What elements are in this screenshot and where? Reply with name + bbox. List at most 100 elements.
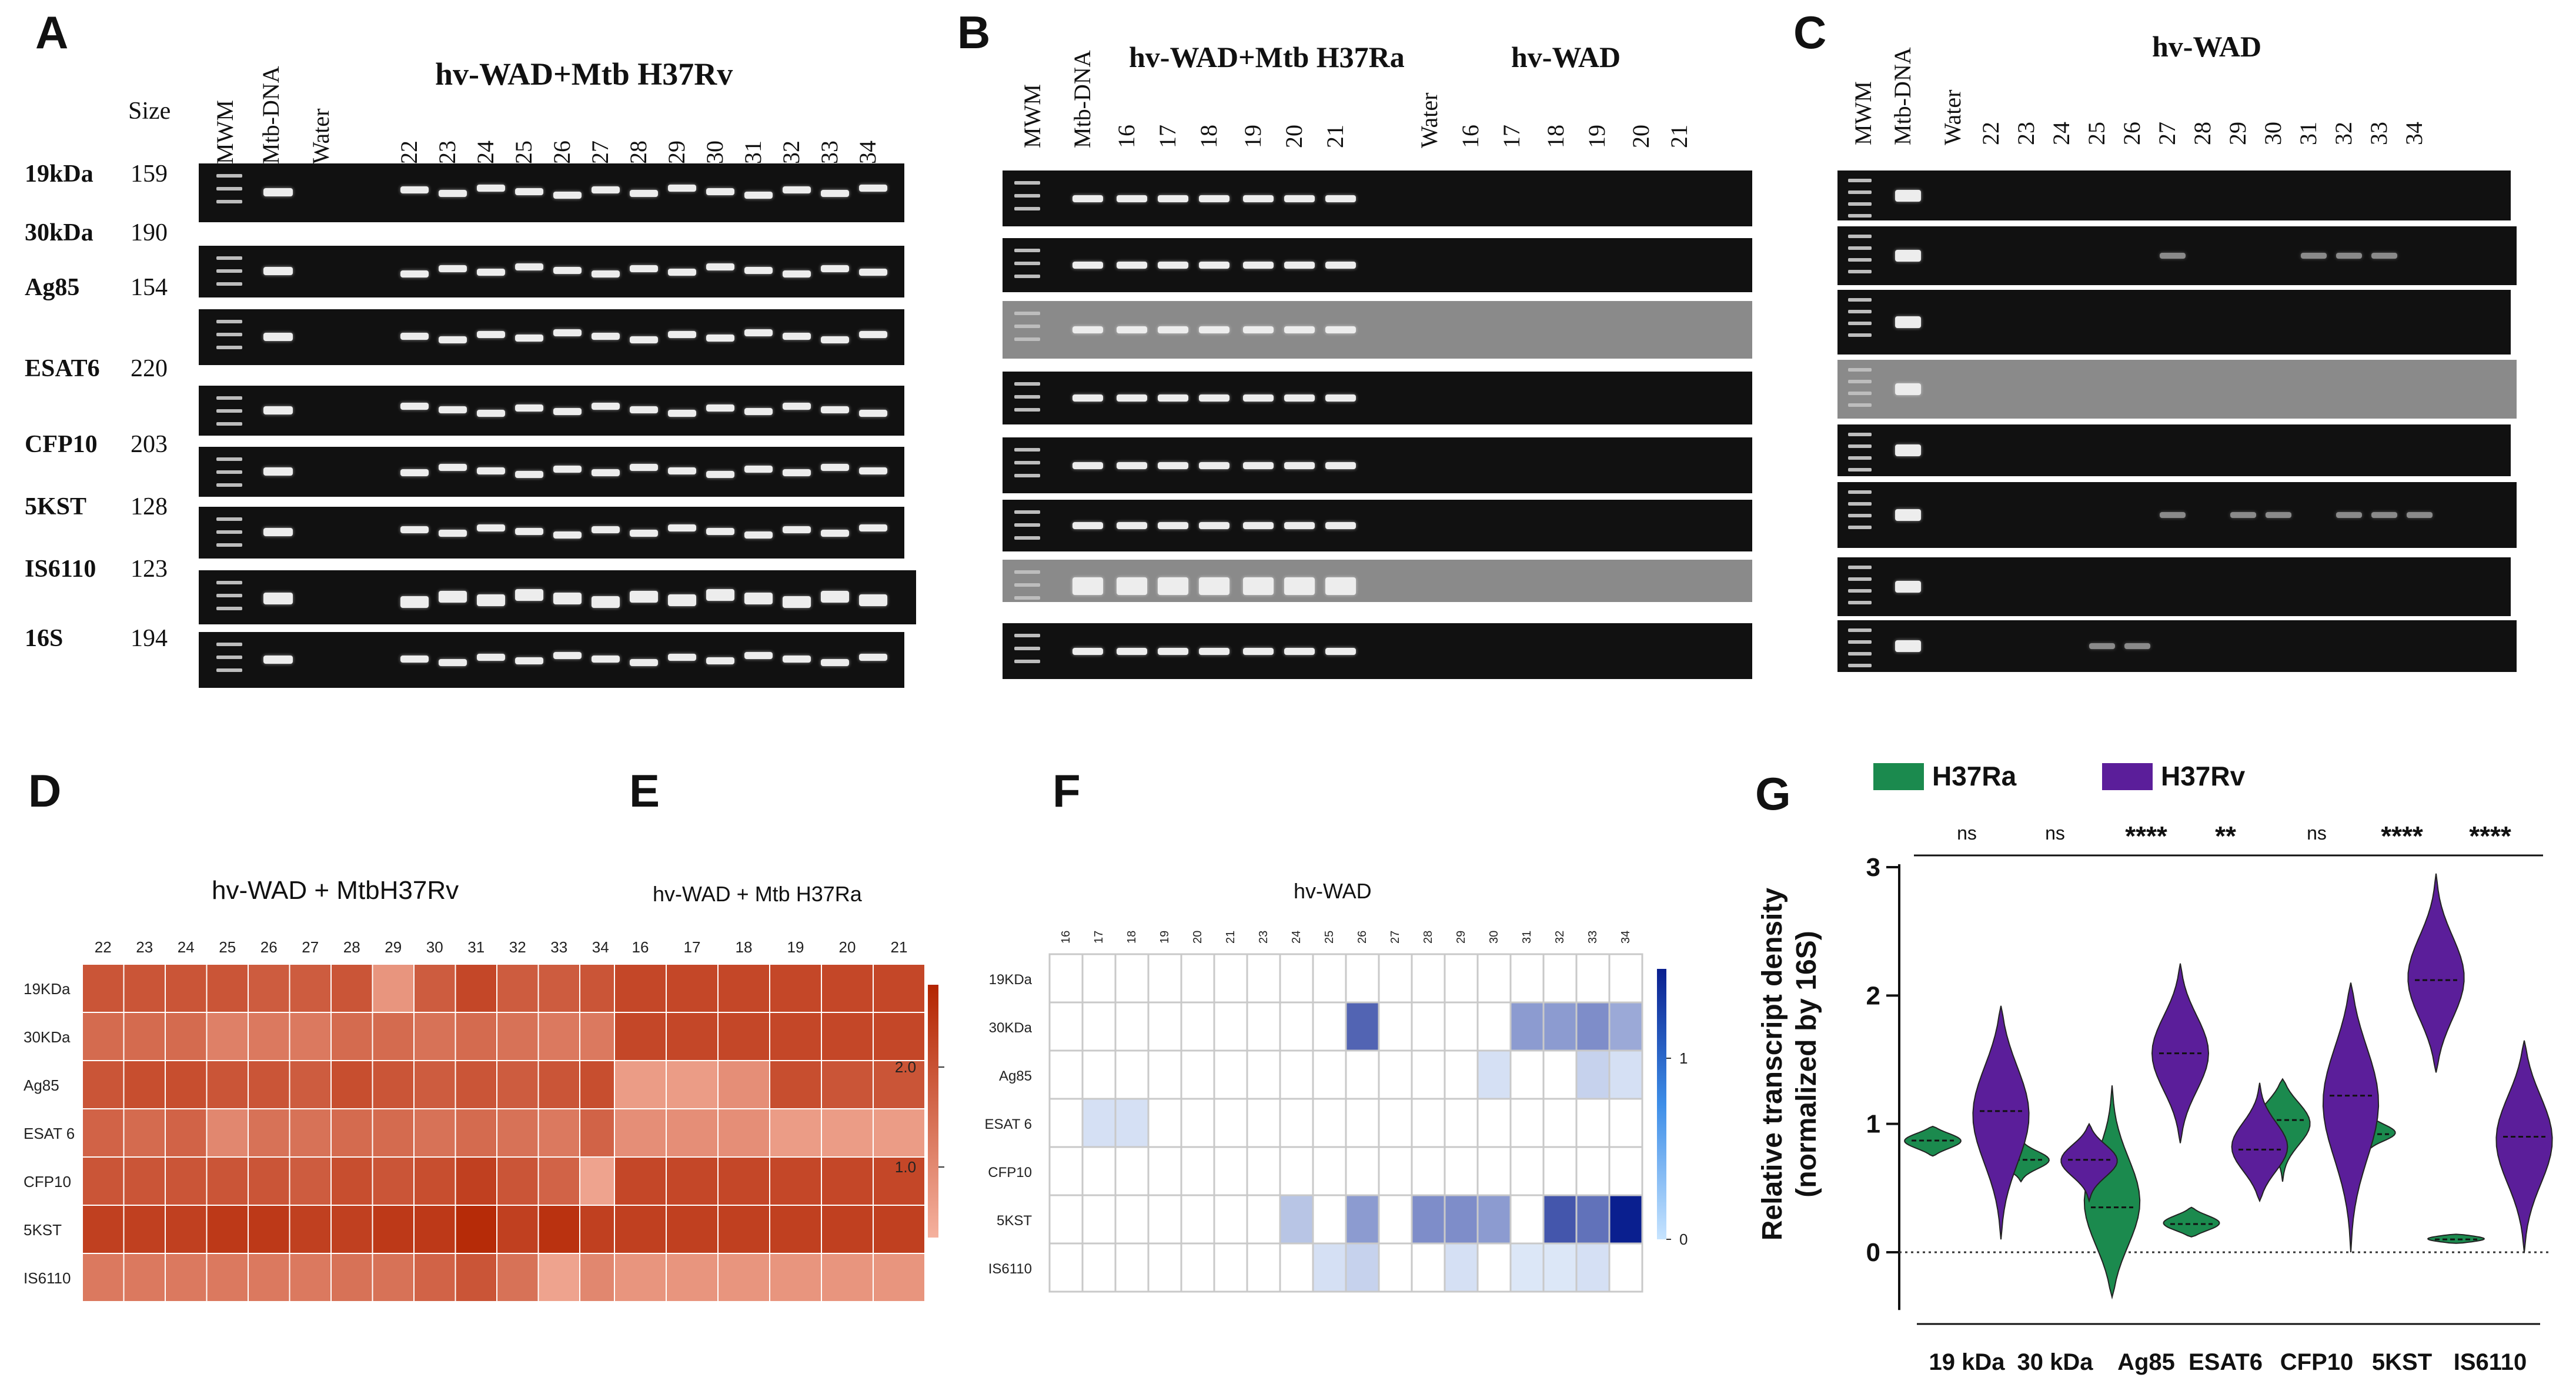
gel-band (515, 263, 543, 270)
x-category-label: 30 kDa (2017, 1349, 2094, 1375)
violin-h37rv-1 (2060, 1122, 2118, 1203)
gel-strip (1003, 560, 1752, 602)
gel-band (1117, 262, 1147, 269)
heatmap-f-col-label: 32 (1553, 931, 1566, 944)
heatmap-d-row-label: 19KDa (24, 980, 71, 998)
gene-label: 19kDa (25, 160, 93, 188)
gel-band (1895, 383, 1921, 395)
ladder-band (1848, 468, 1872, 472)
heatmap-f-cell (1575, 1194, 1611, 1245)
gel-band (1158, 522, 1188, 529)
lane-label: 27 (2154, 122, 2180, 145)
gel-band (859, 653, 887, 661)
heatmap-f-row-label: Ag85 (999, 1068, 1032, 1084)
gel-band (263, 467, 293, 476)
ladder-band (1014, 395, 1040, 399)
heatmap-e-cell (769, 964, 822, 1013)
heatmap-e-cell (614, 964, 667, 1013)
lane-label: 20 (1281, 125, 1307, 148)
gel-band (859, 524, 887, 531)
gel-band (744, 593, 773, 604)
gel-band (1199, 195, 1229, 202)
heatmap-d-cell (206, 1253, 249, 1302)
gel-band (706, 470, 734, 478)
heatmap-f-col-label: 16 (1060, 931, 1073, 944)
heatmap-f-cell (1378, 1146, 1413, 1196)
gel-band (400, 469, 429, 476)
gel-band (1199, 262, 1229, 269)
ladder-band (216, 256, 242, 260)
gel-band (1243, 522, 1274, 529)
gel-band (1895, 444, 1921, 456)
heatmap-d-cell (123, 1253, 166, 1302)
ladder-band (216, 517, 242, 521)
heatmap-d-cell (579, 964, 622, 1013)
heatmap-f-cell (1575, 1049, 1611, 1100)
heatmap-f-cell (1378, 1242, 1413, 1293)
lane-label: 18 (1195, 125, 1222, 148)
ladder-band (1848, 444, 1872, 448)
lane-label: 31 (2295, 122, 2321, 145)
lane-label: 29 (663, 141, 690, 164)
lane-label: 26 (2119, 122, 2145, 145)
heatmap-f-cell (1147, 953, 1182, 1004)
lane-label: Water (308, 108, 334, 165)
heatmap-e-cell (821, 1156, 874, 1206)
heatmap-f-col-label: 33 (1586, 931, 1599, 944)
ladder-band (1848, 433, 1872, 436)
gel-band (744, 465, 773, 473)
heatmap-f-cell (1542, 1146, 1578, 1196)
heatmap-d-cell (372, 1253, 415, 1302)
gel-band (592, 526, 620, 533)
ladder-band (216, 594, 242, 597)
heatmap-f-cell (1180, 1242, 1215, 1293)
heatmap-f-cell (1444, 953, 1479, 1004)
gel-band (400, 270, 429, 277)
violin-h37ra-5 (2340, 1109, 2396, 1151)
heatmap-f-cell (1608, 1001, 1643, 1052)
gel-strip (199, 386, 904, 436)
ladder-band (216, 396, 242, 400)
gel-band (706, 528, 734, 535)
gel-band (263, 655, 293, 664)
lane-label: 16 (1113, 125, 1140, 148)
violin-h37rv-2 (2151, 963, 2210, 1143)
ladder-band (1014, 660, 1040, 663)
ladder-band (1014, 194, 1040, 198)
gel-band (821, 530, 849, 537)
lane-label: 25 (510, 141, 537, 164)
heatmap-f-cell (1575, 1146, 1611, 1196)
gel-band (706, 188, 734, 195)
gel-band (1243, 262, 1274, 269)
heatmap-f-cell (1180, 1049, 1215, 1100)
gel-band (821, 336, 849, 343)
heatmap-e-cell (821, 1108, 874, 1158)
heatmap-f-cell (1213, 1001, 1248, 1052)
heatmap-f-row-label: 30KDa (989, 1020, 1033, 1036)
heatmap-d-row-label: IS6110 (24, 1269, 71, 1287)
gel-band (477, 594, 505, 606)
heatmap-f-cell (1081, 1194, 1117, 1245)
gel-strip (199, 570, 916, 624)
gel-strip (1003, 301, 1752, 359)
gel-band (1073, 195, 1103, 202)
ladder-band (216, 333, 242, 336)
heatmap-d-cell (165, 964, 208, 1013)
gel-band (744, 531, 773, 539)
gel-band (1325, 647, 1356, 655)
heatmap-f-cell (1081, 1242, 1117, 1293)
heatmap-f-cell (1279, 953, 1314, 1004)
gel-strip (1003, 500, 1752, 551)
gel-strip (1837, 620, 2517, 672)
heatmap-f-cell (1509, 1146, 1545, 1196)
lane-label: Water (1416, 92, 1442, 149)
gel-band (263, 593, 293, 604)
heatmap-e-col-label: 16 (632, 938, 649, 956)
gel-band (783, 469, 811, 476)
heatmap-e-col-label: 19 (787, 938, 804, 956)
heatmap-d-cell (330, 1205, 373, 1254)
heatmap-f-cell (1048, 1146, 1084, 1196)
x-category-label: 19 kDa (1929, 1349, 2006, 1375)
heatmap-d-cell (82, 1108, 125, 1158)
heatmap-e-cell (821, 1060, 874, 1109)
